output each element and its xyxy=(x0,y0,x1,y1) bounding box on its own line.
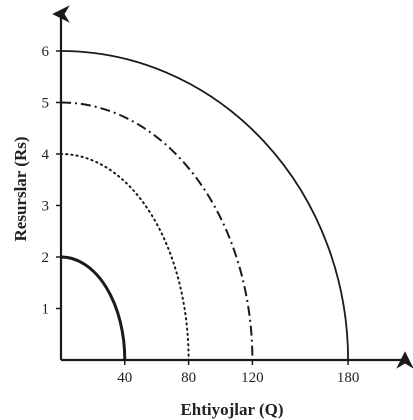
x-tick-label: 120 xyxy=(241,370,264,386)
x-tick-label: 80 xyxy=(181,370,196,386)
series-curve-1 xyxy=(60,255,127,361)
y-tick-label: 6 xyxy=(42,44,50,60)
y-tick-label: 1 xyxy=(42,302,50,318)
y-tick-label: 3 xyxy=(42,199,50,215)
x-tick-label: 40 xyxy=(117,370,132,386)
y-tick-label: 4 xyxy=(42,147,50,163)
series-curve-3 xyxy=(60,101,254,361)
y-axis-title: Resurslar (Rs) xyxy=(11,137,30,242)
series-curve-2 xyxy=(60,153,190,361)
y-tick-label: 5 xyxy=(42,96,50,112)
series-curve-4 xyxy=(60,50,349,361)
x-axis-title: Ehtiyojlar (Q) xyxy=(180,400,283,419)
x-tick-label: 180 xyxy=(337,370,360,386)
y-tick-label: 2 xyxy=(42,250,50,266)
